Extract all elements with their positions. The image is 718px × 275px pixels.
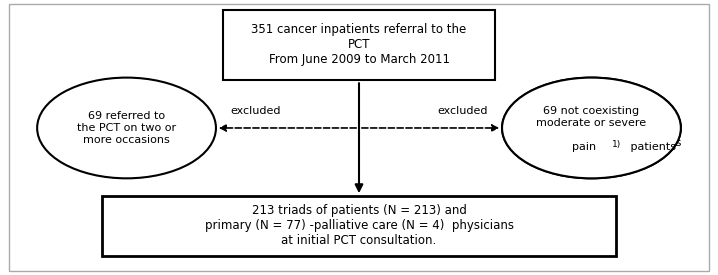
Text: excluded: excluded bbox=[230, 106, 281, 116]
Ellipse shape bbox=[37, 78, 216, 178]
Text: patients: patients bbox=[628, 142, 676, 152]
Text: 69 not coexisting
moderate or severe: 69 not coexisting moderate or severe bbox=[536, 106, 646, 128]
Text: 1) patients: 1) patients bbox=[622, 138, 682, 148]
Ellipse shape bbox=[502, 78, 681, 178]
Text: 69 referred to
the PCT on two or
more occasions: 69 referred to the PCT on two or more oc… bbox=[77, 111, 176, 145]
Text: 69 not coexisting
moderate or severe
pain: 69 not coexisting moderate or severe pai… bbox=[536, 111, 646, 145]
FancyBboxPatch shape bbox=[9, 4, 709, 271]
Ellipse shape bbox=[502, 78, 681, 178]
Text: pain: pain bbox=[572, 142, 597, 152]
FancyBboxPatch shape bbox=[223, 10, 495, 80]
Text: 1): 1) bbox=[612, 140, 621, 149]
Text: 351 cancer inpatients referral to the
PCT
From June 2009 to March 2011: 351 cancer inpatients referral to the PC… bbox=[251, 23, 467, 67]
FancyBboxPatch shape bbox=[101, 196, 617, 256]
Text: excluded: excluded bbox=[437, 106, 488, 116]
Text: 213 triads of patients (N = 213) and
primary (N = 77) -palliative care (N = 4)  : 213 triads of patients (N = 213) and pri… bbox=[205, 205, 513, 248]
